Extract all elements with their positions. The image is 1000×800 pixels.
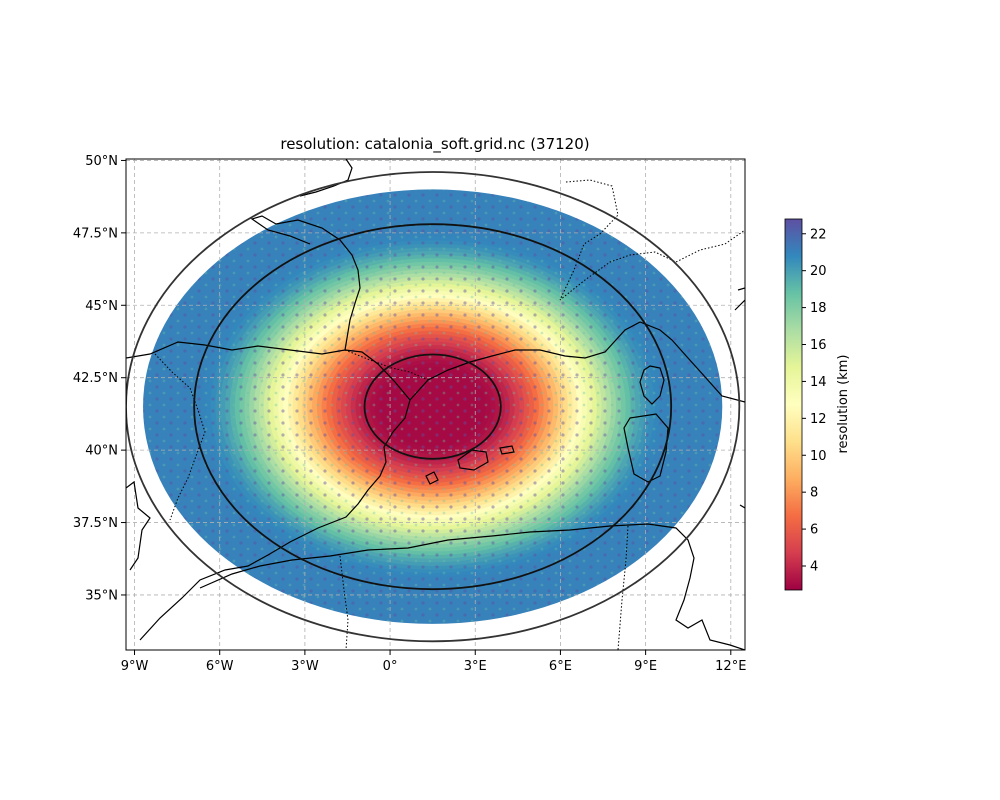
coastline-north-africa <box>199 523 745 650</box>
lat-tick-label: 40°N <box>85 444 118 459</box>
coastline-france-atlantic <box>250 215 361 351</box>
colorbar-tick-label: 12 <box>810 412 827 427</box>
colorbar-gradient <box>784 218 803 591</box>
longitude-ticks: 9°W 6°W 3°W 0° 3°E 6°E 9°E 12°E <box>121 650 746 674</box>
colorbar-tick-label: 6 <box>810 523 818 538</box>
reference-circle <box>193 223 673 591</box>
coastline-ibiza <box>425 471 439 485</box>
colorbar: 4 6 8 10 12 14 16 18 20 22 resolution (km) <box>784 218 851 591</box>
reference-circles <box>126 171 741 643</box>
map-axes: 9°W 6°W 3°W 0° 3°E 6°E 9°E 12°E 35°N 37.5°N 40°N 4… <box>73 154 747 674</box>
latitude-ticks: 35°N 37.5°N 40°N 42.5°N 45°N 47.5°N 50°N <box>73 154 126 603</box>
border-spain-portugal <box>154 353 206 521</box>
coastline-portugal <box>126 480 151 571</box>
colorbar-tick-label: 20 <box>810 264 827 279</box>
lat-tick-label: 50°N <box>85 154 118 169</box>
border-africa <box>339 525 629 650</box>
lon-tick-label: 6°W <box>206 659 234 674</box>
colorbar-tick-label: 10 <box>810 449 827 464</box>
reference-circle <box>363 353 502 460</box>
lon-tick-label: 3°E <box>464 659 487 674</box>
lon-tick-label: 3°W <box>291 659 319 674</box>
lon-tick-label: 9°E <box>634 659 657 674</box>
lat-tick-label: 42.5°N <box>73 371 118 386</box>
coastline-sardinia <box>623 413 669 483</box>
colorbar-tick-label: 8 <box>810 486 818 501</box>
colorbar-tick-label: 16 <box>810 338 827 353</box>
colorbar-label: resolution (km) <box>836 354 851 453</box>
chart-title: resolution: catalonia_soft.grid.nc (3712… <box>280 135 589 154</box>
gridlines <box>126 159 745 650</box>
map-frame <box>125 158 746 651</box>
lon-tick-label: 0° <box>383 659 398 674</box>
reference-circle <box>126 171 741 643</box>
lat-tick-label: 47.5°N <box>73 226 118 241</box>
colorbar-tick-label: 4 <box>810 560 818 575</box>
lat-tick-label: 37.5°N <box>73 516 118 531</box>
lat-tick-label: 35°N <box>85 588 118 603</box>
coastline-sicily-italy <box>734 287 745 509</box>
country-borders <box>154 179 745 650</box>
mesh-field <box>143 189 723 624</box>
colorbar-tick-label: 18 <box>810 301 827 316</box>
colorbar-ticks: 4 6 8 10 12 14 16 18 20 22 <box>802 227 827 575</box>
lon-tick-label: 12°E <box>715 659 746 674</box>
coastline-menorca <box>499 445 515 455</box>
border-spain-france <box>344 349 429 381</box>
coastline-corsica <box>639 365 665 405</box>
coastline-med-france <box>409 321 745 403</box>
colorbar-tick-label: 14 <box>810 375 827 390</box>
lon-tick-label: 9°W <box>121 659 149 674</box>
lon-tick-label: 6°E <box>549 659 572 674</box>
lat-tick-label: 45°N <box>85 299 118 314</box>
colorbar-tick-label: 22 <box>810 227 827 242</box>
mesh-speckle <box>143 189 723 624</box>
coastline-iberia <box>126 341 411 641</box>
